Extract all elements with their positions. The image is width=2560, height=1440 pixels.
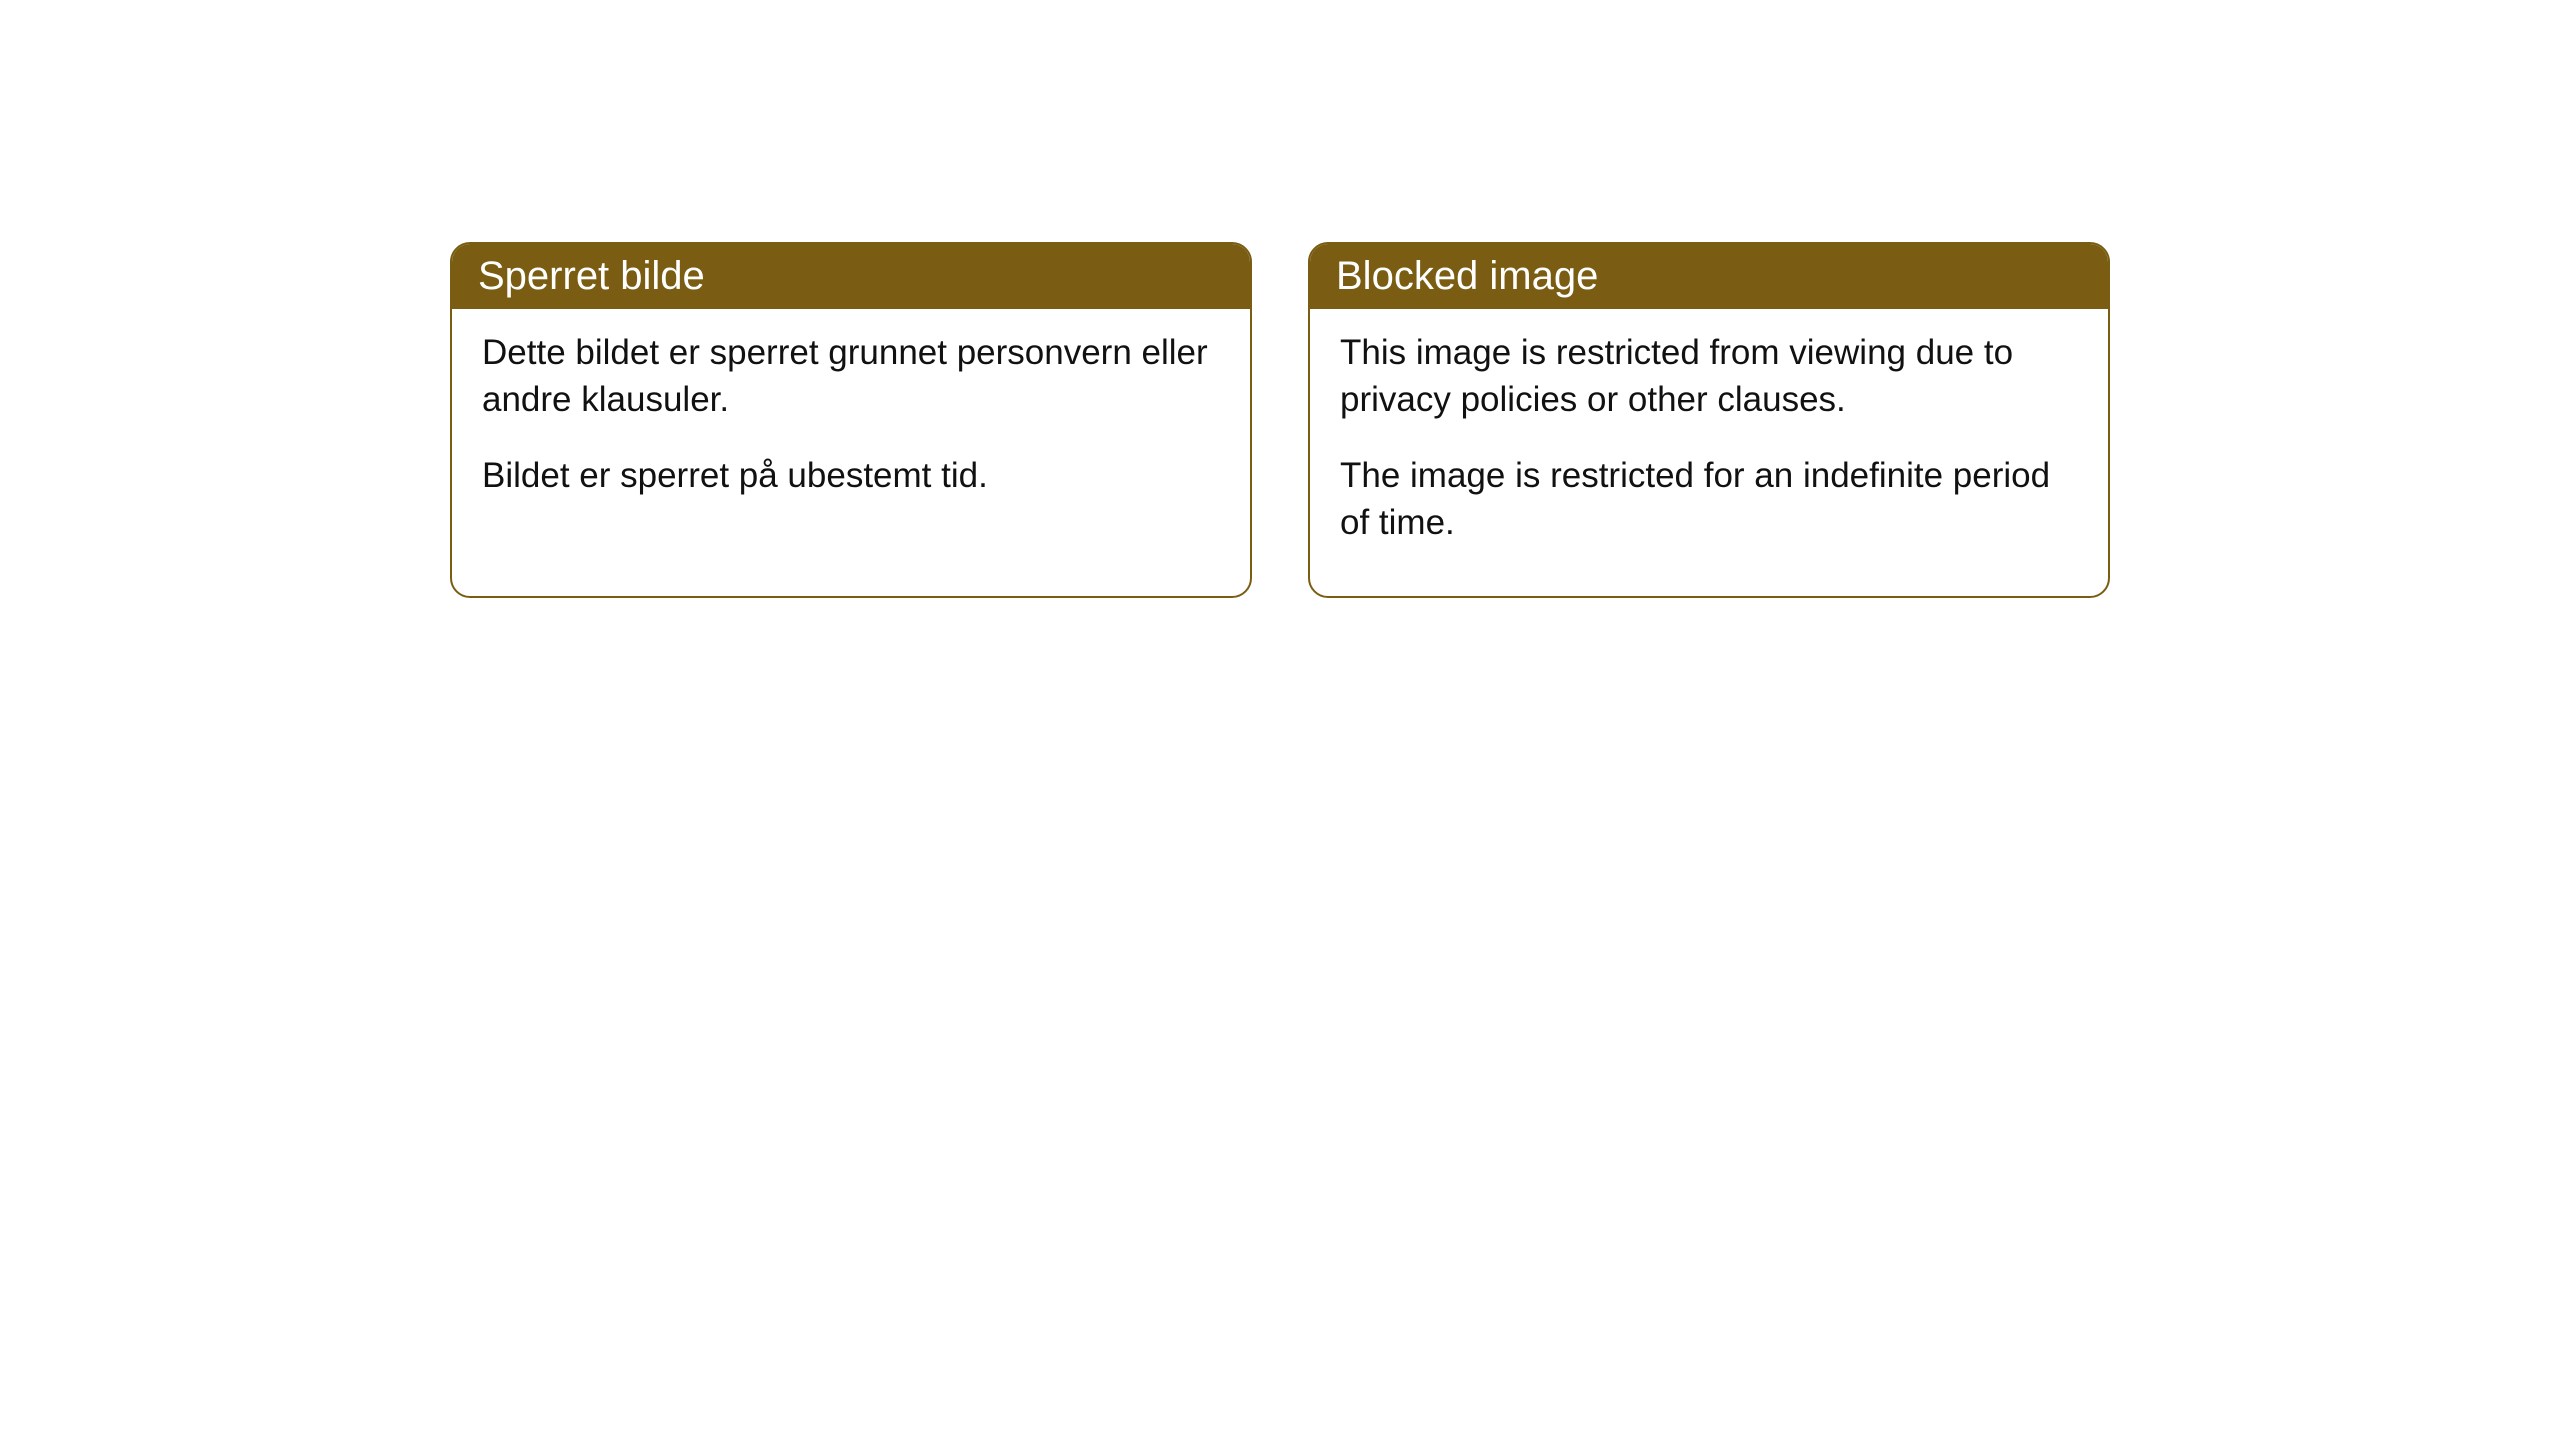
notice-header-norwegian: Sperret bilde (452, 244, 1250, 309)
notice-body-norwegian: Dette bildet er sperret grunnet personve… (452, 309, 1250, 549)
notice-paragraph-1-norwegian: Dette bildet er sperret grunnet personve… (482, 329, 1220, 424)
notice-container: Sperret bilde Dette bildet er sperret gr… (0, 0, 2560, 840)
notice-body-english: This image is restricted from viewing du… (1310, 309, 2108, 596)
notice-paragraph-2-norwegian: Bildet er sperret på ubestemt tid. (482, 452, 1220, 499)
notice-header-english: Blocked image (1310, 244, 2108, 309)
notice-paragraph-1-english: This image is restricted from viewing du… (1340, 329, 2078, 424)
notice-card-norwegian: Sperret bilde Dette bildet er sperret gr… (450, 242, 1252, 598)
notice-paragraph-2-english: The image is restricted for an indefinit… (1340, 452, 2078, 547)
notice-card-english: Blocked image This image is restricted f… (1308, 242, 2110, 598)
